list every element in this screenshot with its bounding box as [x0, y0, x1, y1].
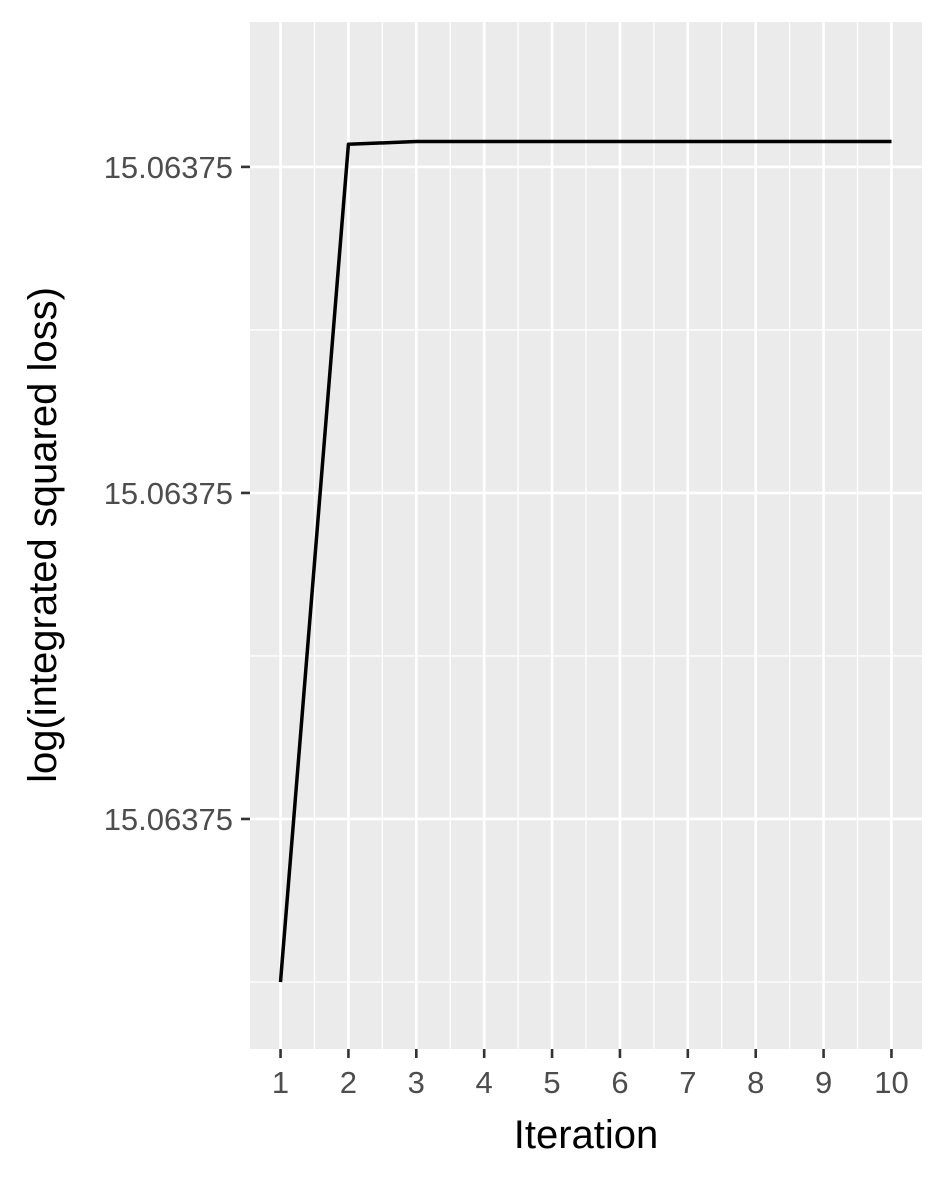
x-tick-label: 4	[476, 1065, 493, 1100]
x-tick-label: 8	[747, 1065, 764, 1100]
x-tick-label: 5	[543, 1065, 560, 1100]
minor-gridlines	[250, 22, 922, 1049]
y-axis-title: log(integrated squared loss)	[21, 287, 65, 783]
major-gridlines	[250, 22, 922, 1049]
x-tick-label: 1	[272, 1065, 289, 1100]
x-tick-label: 6	[611, 1065, 628, 1100]
y-tick-label: 15.06375	[104, 150, 233, 185]
y-tick-label: 15.06375	[104, 476, 233, 511]
y-tick-label: 15.06375	[104, 802, 233, 837]
series-line	[278, 139, 892, 983]
x-axis: 1 2 3 4 5 6 7 8 9 10	[272, 1049, 909, 1100]
x-tick-label: 2	[340, 1065, 357, 1100]
y-axis: 15.06375 15.06375 15.06375	[104, 150, 250, 837]
x-tick-label: 3	[408, 1065, 425, 1100]
x-tick-label: 7	[679, 1065, 696, 1100]
x-tick-label: 10	[874, 1065, 908, 1100]
x-axis-title: Iteration	[514, 1113, 659, 1157]
x-tick-label: 9	[815, 1065, 832, 1100]
